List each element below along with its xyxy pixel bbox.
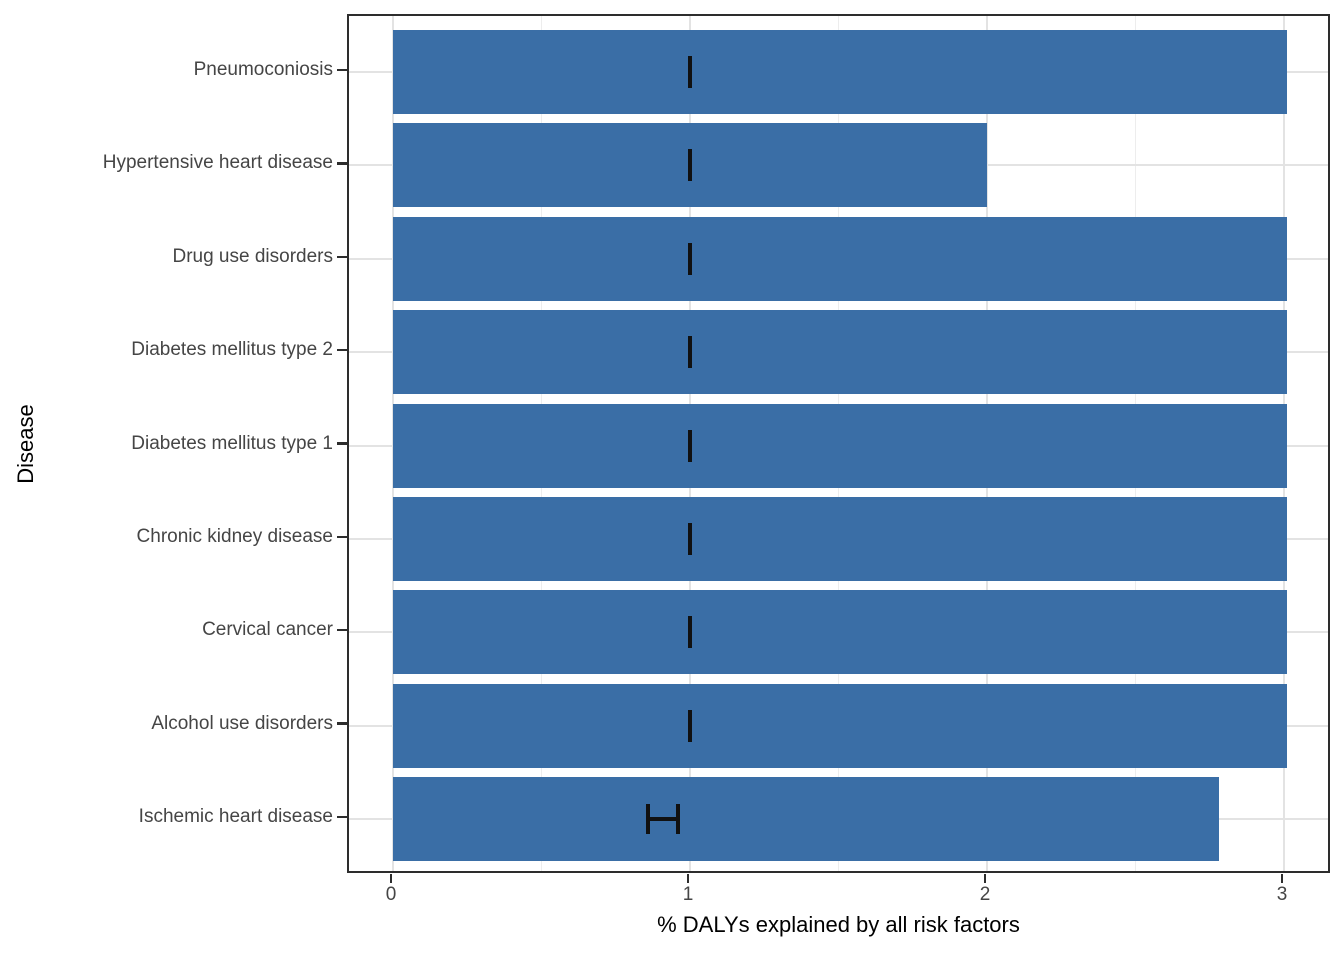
x-axis-label: 2: [979, 884, 991, 905]
y-axis-label: Diabetes mellitus type 2: [131, 339, 333, 361]
errorbar-tick: [688, 522, 692, 555]
x-axis-tick: [686, 874, 690, 883]
x-axis-title: % DALYs explained by all risk factors: [657, 912, 1020, 937]
bar: [393, 776, 1219, 861]
y-axis-tick: [337, 815, 347, 819]
x-axis-label: 3: [1276, 884, 1288, 905]
y-axis-tick: [337, 628, 347, 632]
y-axis-tick: [337, 68, 347, 72]
y-axis-label: Chronic kidney disease: [136, 525, 333, 547]
errorbar-tick: [688, 616, 692, 649]
y-axis-tick: [337, 535, 347, 539]
x-axis-label: 1: [682, 884, 694, 905]
bar: [393, 403, 1287, 488]
y-axis-tick: [337, 442, 347, 445]
y-axis-tick: [337, 348, 347, 352]
y-axis-label: Cervical cancer: [202, 619, 333, 641]
errorbar-tick: [688, 56, 692, 89]
errorbar-cap: [646, 803, 651, 834]
bar: [393, 216, 1287, 301]
y-axis-label: Drug use disorders: [172, 245, 333, 267]
y-axis-tick: [337, 722, 347, 725]
errorbar-line: [648, 816, 679, 821]
errorbar-tick: [688, 149, 692, 182]
errorbar-tick: [688, 709, 692, 742]
errorbar-tick: [688, 336, 692, 369]
x-axis-tick: [389, 874, 393, 883]
errorbar-cap: [676, 803, 681, 834]
bar: [393, 310, 1287, 395]
plot-panel: [347, 14, 1330, 873]
y-axis-label: Ischemic heart disease: [138, 805, 333, 827]
y-axis-tick: [337, 255, 347, 258]
bar: [393, 496, 1287, 581]
x-axis-tick: [1280, 874, 1284, 883]
y-axis-label: Alcohol use disorders: [151, 712, 333, 734]
errorbar-tick: [688, 429, 692, 462]
x-axis-label: 0: [385, 884, 397, 905]
y-axis-label: Hypertensive heart disease: [102, 152, 333, 174]
errorbar-tick: [688, 242, 692, 275]
y-axis-label: Diabetes mellitus type 1: [131, 432, 333, 454]
y-axis-tick: [337, 162, 347, 165]
x-axis-tick: [983, 874, 987, 883]
bar: [393, 590, 1287, 675]
bar: [393, 683, 1287, 768]
y-axis-label: Pneumoconiosis: [193, 59, 333, 81]
bar: [393, 30, 1287, 115]
